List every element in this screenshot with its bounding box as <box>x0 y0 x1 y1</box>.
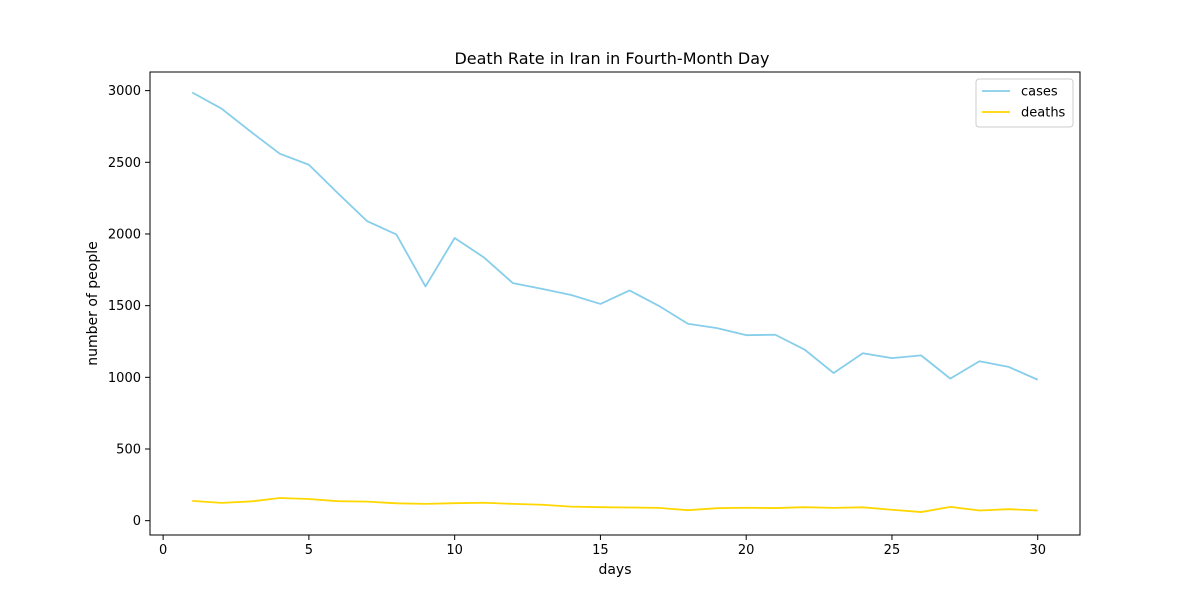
x-tick-label: 20 <box>738 543 755 558</box>
y-tick-label: 2000 <box>108 227 141 242</box>
y-axis-label: number of people <box>85 241 101 366</box>
series-layer <box>191 91 1039 513</box>
y-tick-label: 1500 <box>108 299 141 314</box>
y-tick-label: 0 <box>133 514 141 529</box>
x-tick-label: 5 <box>305 543 313 558</box>
y-tick-label: 3000 <box>108 84 141 99</box>
x-tick-label: 30 <box>1029 543 1046 558</box>
legend: cases deaths <box>975 78 1074 128</box>
x-tick-label: 25 <box>884 543 901 558</box>
x-tick-label: 10 <box>446 543 463 558</box>
x-axis-label: days <box>598 562 631 578</box>
y-tick-label: 500 <box>116 442 141 457</box>
y-tick-label: 1000 <box>108 371 141 386</box>
plot-frame <box>149 71 1081 536</box>
legend-label-cases: cases <box>1021 85 1058 100</box>
series-line-cases <box>191 91 1039 381</box>
x-tick-label: 15 <box>592 543 609 558</box>
chart-title: Death Rate in Iran in Fourth-Month Day <box>454 49 769 68</box>
legend-label-deaths: deaths <box>1021 106 1066 121</box>
y-tick-label: 2500 <box>108 156 141 171</box>
y-axis-ticks: 0 500 1000 1500 2000 2500 3000 <box>108 84 150 529</box>
x-tick-label: 0 <box>159 543 167 558</box>
plot-area <box>149 71 1081 536</box>
series-line-deaths <box>192 497 1038 513</box>
x-axis-ticks: 0 5 10 15 20 25 30 <box>159 535 1046 558</box>
legend-entries: cases deaths <box>982 85 1066 121</box>
